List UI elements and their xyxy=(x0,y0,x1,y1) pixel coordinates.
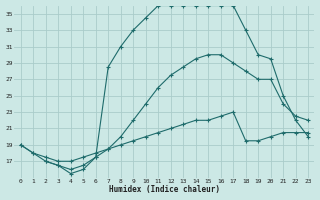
X-axis label: Humidex (Indice chaleur): Humidex (Indice chaleur) xyxy=(109,185,220,194)
